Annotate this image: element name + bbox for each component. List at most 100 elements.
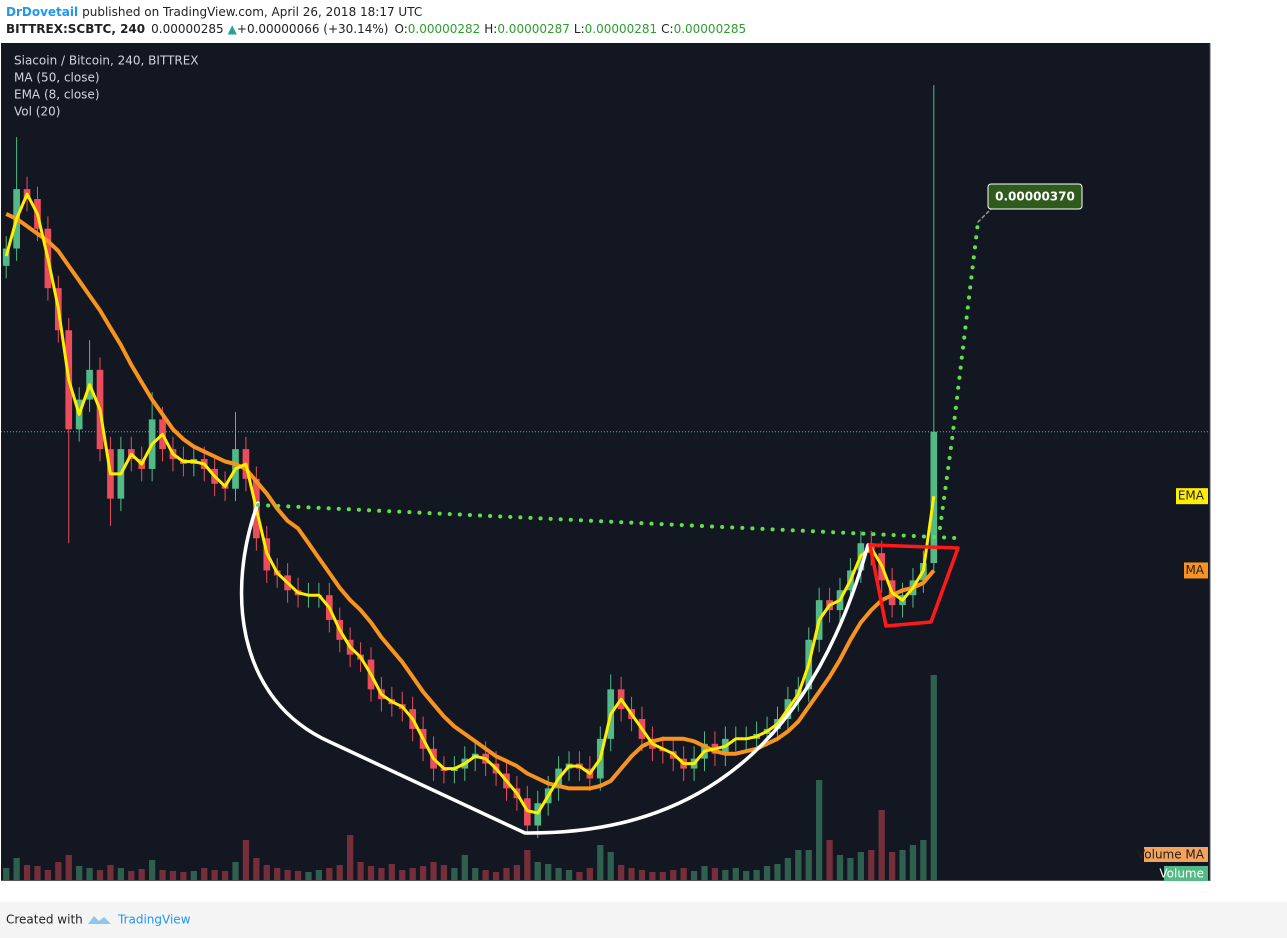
low-label: L: xyxy=(574,22,585,36)
volume-bar xyxy=(263,865,270,880)
high-label: H: xyxy=(484,22,497,36)
volume-bar xyxy=(34,866,41,880)
indicator-badge-label: EMA xyxy=(1178,489,1205,503)
volume-bar xyxy=(649,872,656,880)
volume-bar xyxy=(294,871,302,880)
volume-bar xyxy=(899,850,906,880)
volume-bar xyxy=(513,865,521,880)
volume-bar xyxy=(565,870,573,880)
cup-curve xyxy=(239,501,870,835)
volume-bar xyxy=(367,866,375,880)
volume-bar xyxy=(284,870,291,880)
volume-bar xyxy=(13,858,20,880)
volume-bar xyxy=(347,835,354,880)
header-line: DrDovetail published on TradingView.com, … xyxy=(6,5,422,19)
volume-bar xyxy=(23,865,31,880)
volume-bar xyxy=(503,868,510,880)
volume-bar xyxy=(670,870,677,880)
open-label: O: xyxy=(394,22,407,36)
badges: MA EMA Volume MA Volume xyxy=(1137,488,1208,881)
volume-bar xyxy=(847,858,854,880)
logo xyxy=(88,916,111,924)
change: +0.00000066 (+30.14%) xyxy=(237,22,389,36)
volume-ma-badge-label: Volume MA xyxy=(1137,848,1205,862)
handle-box xyxy=(868,543,960,628)
volume-bar xyxy=(180,872,187,880)
volume-bar xyxy=(868,850,875,880)
volume-bar xyxy=(784,858,792,880)
volume-bar xyxy=(638,870,646,880)
volume-bar xyxy=(128,871,135,880)
volume-bar xyxy=(732,868,739,880)
volume-bar xyxy=(148,860,156,880)
volume-bar xyxy=(826,840,833,880)
volume-bar xyxy=(159,870,166,880)
volume-bar xyxy=(524,850,531,880)
indicator-badge xyxy=(1184,562,1208,579)
volume-bar xyxy=(399,870,406,880)
volume-bar xyxy=(628,868,635,880)
volume-bar xyxy=(232,862,239,880)
close-value: 0.00000285 xyxy=(674,22,747,36)
volume-bar xyxy=(461,855,468,880)
volume-bar xyxy=(555,868,562,880)
price: 0.00000285 xyxy=(151,22,224,36)
symbol: BITTREX:SCBTC, 240 xyxy=(6,22,145,36)
volume-badge-label: Volume xyxy=(1159,867,1204,881)
high-value: 0.00000287 xyxy=(497,22,570,36)
volume-bar xyxy=(440,865,448,880)
volume-bar xyxy=(743,871,750,880)
volume-bar xyxy=(774,864,781,880)
legend-entry: EMA (8, close) xyxy=(14,88,100,102)
volume-bar xyxy=(221,871,229,880)
volume-bar xyxy=(86,868,93,880)
volume-bar xyxy=(909,845,917,880)
published: published on TradingView.com, April 26, … xyxy=(82,5,422,19)
symbol-line: BITTREX:SCBTC, 240 0.00000285 ▲+0.00000066… xyxy=(6,22,746,36)
volume-bar xyxy=(388,864,395,880)
volume-bar xyxy=(878,810,885,880)
volume-bar xyxy=(920,840,927,880)
volume-bar xyxy=(618,865,625,880)
footer-brand[interactable]: TradingView xyxy=(117,913,191,927)
volume-bar xyxy=(763,866,771,880)
volume-bar xyxy=(680,868,687,880)
volume-bar xyxy=(55,862,62,880)
volume-bar xyxy=(419,866,427,880)
candle-body xyxy=(2,248,10,266)
volume-bar xyxy=(315,870,323,880)
indicator-badge xyxy=(1176,488,1208,505)
volume-bar xyxy=(930,675,937,880)
legend-title: Siacoin / Bitcoin, 240, BITTREX xyxy=(14,54,199,68)
volume-bar xyxy=(274,868,281,880)
volume-bar xyxy=(795,850,802,880)
volume-bar xyxy=(3,868,10,880)
volume-bar xyxy=(659,872,666,880)
volume-bar xyxy=(357,862,364,880)
legend: Siacoin / Bitcoin, 240, BITTREX MA (50, … xyxy=(14,54,199,119)
author[interactable]: DrDovetail xyxy=(6,5,78,19)
volume-bar xyxy=(545,864,552,880)
volume-badge xyxy=(1164,866,1208,881)
volume-bar xyxy=(451,868,458,880)
volume-bar xyxy=(242,840,250,880)
open-value: 0.00000282 xyxy=(408,22,481,36)
volume-bar xyxy=(430,862,437,880)
volume-bar xyxy=(117,868,124,880)
volume-bar xyxy=(169,871,177,880)
volume-bar xyxy=(597,845,604,880)
annotation-text: 0.00000370 xyxy=(995,190,1075,204)
volume-bar xyxy=(305,872,312,880)
volume-bar xyxy=(711,868,719,880)
indicator-line xyxy=(4,192,936,815)
legend-entry: Vol (20) xyxy=(14,105,60,119)
volume-bar xyxy=(753,870,760,880)
low-value: 0.00000281 xyxy=(585,22,658,36)
volume-bar xyxy=(722,870,729,880)
volume-bar xyxy=(378,868,385,880)
volume-bar xyxy=(888,852,896,880)
legend-entry: MA (50, close) xyxy=(14,71,100,85)
volume-bar xyxy=(836,855,844,880)
volume-bar xyxy=(816,780,823,880)
